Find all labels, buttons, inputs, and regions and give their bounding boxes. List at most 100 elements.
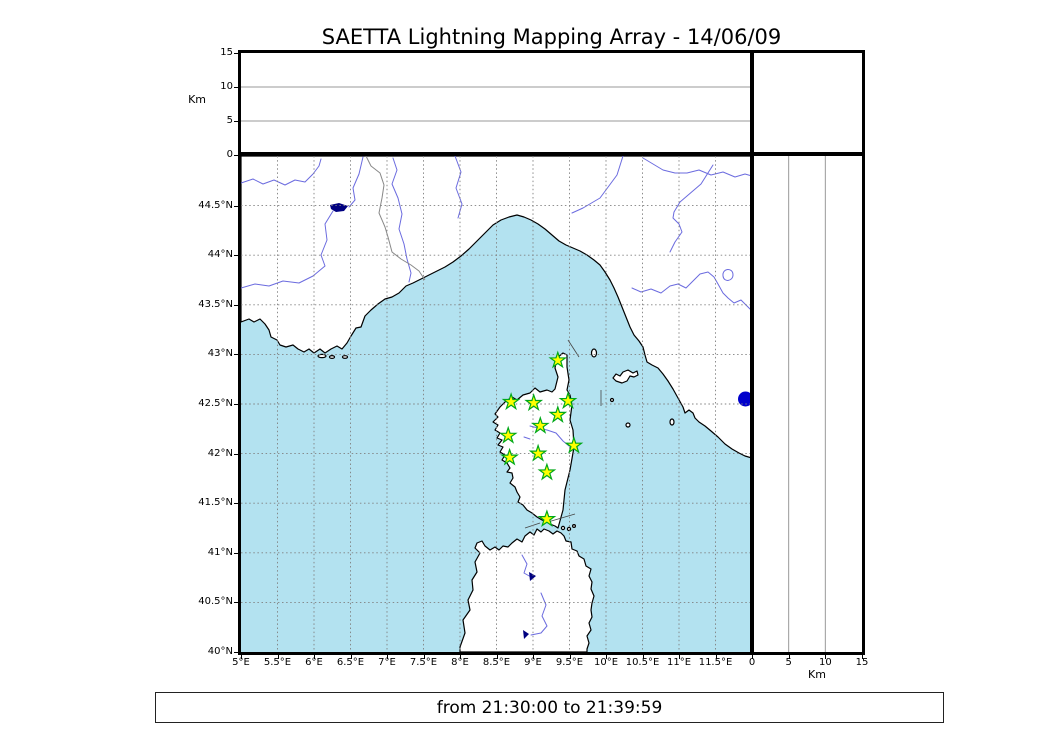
longitude-tick-label: 11.5°E	[698, 657, 733, 668]
altitude-tick-label-left: 5	[226, 115, 233, 126]
panel-separator-vertical	[750, 50, 754, 655]
longitude-tick-label: 6.5°E	[336, 657, 365, 668]
axis-tick	[234, 87, 238, 88]
axis-tick	[234, 453, 238, 455]
river-tributary-west	[241, 158, 322, 186]
axis-tick	[234, 354, 238, 356]
longitude-tick-label: 5.5°E	[263, 657, 292, 668]
figure-title: SAETTA Lightning Mapping Array - 14/06/0…	[321, 25, 782, 49]
altitude-tick-label-bottom: 10	[818, 657, 832, 668]
axis-tick	[234, 121, 238, 122]
river-arno	[631, 271, 752, 312]
river-po-area	[642, 157, 752, 178]
latitude-tick-label: 40.5°N	[198, 596, 233, 608]
stations-layer	[498, 350, 584, 528]
axis-tick	[387, 655, 388, 659]
longitude-tick-label: 11°E	[666, 657, 692, 668]
frame-right	[862, 50, 865, 655]
axis-tick	[460, 655, 461, 659]
panel-separator-horizontal	[238, 152, 865, 156]
river-sardinia-2	[530, 592, 548, 636]
giglio-island	[669, 418, 675, 426]
river-liguria	[571, 156, 624, 214]
hyeres-island-2	[328, 355, 336, 360]
seam-line-ne-corsica-1	[567, 339, 580, 358]
altitude-longitude-plot	[241, 86, 752, 122]
seam-lines-layer	[524, 339, 602, 529]
borders-layer	[365, 156, 426, 281]
sardinia-island	[459, 528, 595, 652]
time-range-text: from 21:30:00 to 21:39:59	[436, 697, 663, 718]
seam-line-bonifacio-2	[547, 513, 576, 523]
axis-tick	[569, 655, 571, 659]
latitude-tick-label: 43.5°N	[198, 298, 233, 310]
lake-bolsena-dot	[738, 391, 752, 407]
axis-tick	[234, 304, 238, 306]
axis-tick	[234, 255, 238, 257]
longitude-tick-label: 9°E	[524, 657, 542, 668]
montecristo-island	[625, 422, 631, 428]
altitude-tick-label-left: 10	[220, 81, 233, 92]
map-gridlines	[241, 156, 752, 652]
hyeres-island-3	[341, 355, 349, 359]
longitude-tick-label: 7.5°E	[409, 657, 438, 668]
axis-tick	[533, 655, 534, 659]
maddalena-island-2	[566, 526, 572, 532]
altitude-axis-label-right: Km	[808, 668, 826, 681]
axis-tick	[241, 655, 242, 659]
frame-top	[238, 50, 865, 53]
altitude-tick-label-bottom: 5	[785, 657, 792, 668]
axis-tick	[234, 602, 238, 604]
longitude-tick-label: 10°E	[593, 657, 619, 668]
longitude-tick-label: 8°E	[451, 657, 469, 668]
latitude-tick-label: 43°N	[207, 348, 233, 360]
longitude-tick-label: 9.5°E	[555, 657, 584, 668]
altitude-tick-label-bottom: 0	[748, 657, 756, 668]
river-corsica-short	[523, 436, 531, 440]
corner-panel	[752, 53, 862, 155]
river-alpine	[454, 156, 463, 219]
lma-station-marker	[528, 443, 548, 462]
longitude-tick-label: 5°E	[232, 657, 250, 668]
latitude-tick-label: 42.5°N	[198, 398, 233, 409]
lake-sardinia-2	[523, 630, 529, 639]
axis-tick	[679, 655, 680, 659]
seam-line-bonifacio-1	[524, 522, 541, 529]
axis-tick	[423, 655, 425, 659]
corsica-island	[492, 352, 575, 529]
axis-tick	[642, 655, 644, 659]
axis-tick	[350, 655, 352, 659]
lma-station-marker	[498, 425, 518, 444]
altitude-axis-label-left: Km	[188, 93, 206, 106]
latitude-tick-label: 42°N	[207, 447, 233, 459]
axis-tick	[825, 655, 827, 659]
latitude-tick-label: 44.5°N	[198, 199, 233, 211]
river-durance-lower	[241, 210, 334, 289]
axis-tick	[234, 205, 238, 207]
axis-tick	[277, 655, 279, 659]
axis-tick	[862, 655, 863, 659]
altitude-latitude-panel	[752, 156, 862, 652]
latitude-tick-label: 40°N	[207, 646, 233, 657]
axis-tick	[234, 552, 238, 554]
capraia-island	[590, 348, 598, 358]
altitude-longitude-panel	[241, 53, 752, 155]
longitude-tick-label: 8.5°E	[482, 657, 511, 668]
axis-tick	[234, 404, 238, 405]
maddalena-island-1	[560, 525, 566, 531]
geographic-map	[241, 156, 752, 652]
longitude-tick-label: 6°E	[305, 657, 323, 668]
lma-station-marker	[530, 415, 550, 434]
lma-station-marker	[537, 462, 557, 481]
lma-station-marker	[558, 391, 578, 410]
axis-tick	[752, 655, 753, 659]
axis-tick	[715, 655, 717, 659]
frame-left	[238, 50, 241, 655]
axis-tick	[314, 655, 315, 659]
axis-tick	[234, 155, 238, 156]
lma-station-marker	[501, 392, 521, 411]
river-durance-upper	[348, 156, 364, 208]
lma-station-marker	[548, 404, 568, 423]
latitude-tick-label: 41°N	[207, 546, 233, 558]
